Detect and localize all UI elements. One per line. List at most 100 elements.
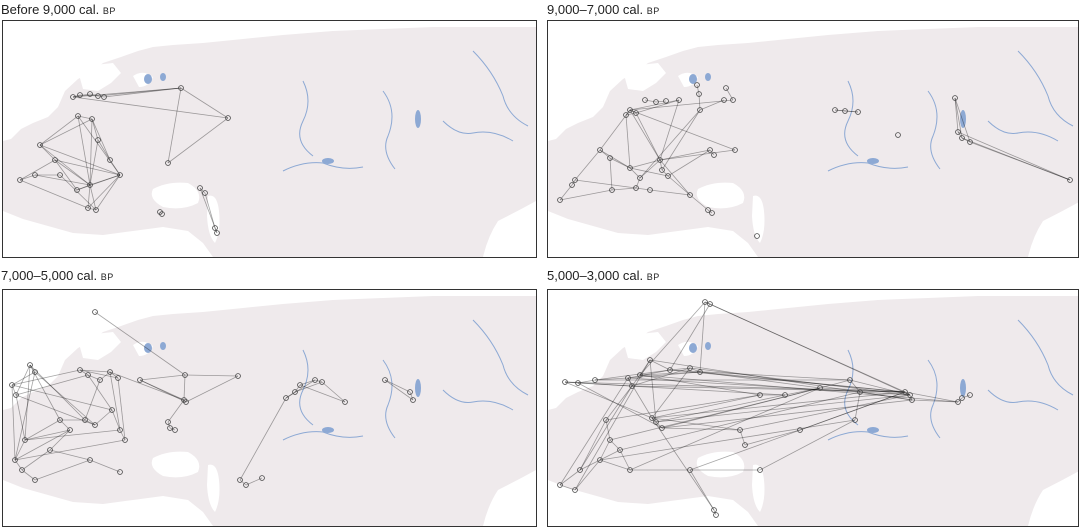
connection-edge — [689, 194, 709, 211]
site-marker — [687, 467, 693, 473]
connection-edge — [24, 429, 121, 441]
connection-edge — [14, 439, 126, 461]
site-marker — [852, 417, 858, 423]
site-marker — [159, 211, 165, 217]
sites — [9, 309, 416, 488]
connection-edge — [109, 371, 121, 431]
connection-edge — [649, 189, 691, 196]
connection-edge — [11, 384, 16, 461]
connection-edge — [559, 189, 613, 201]
site-marker — [625, 375, 631, 381]
site-marker — [902, 389, 908, 395]
panel-title: 7,000–5,000 cal. BP — [1, 268, 114, 283]
panel-5000-3000: 5,000–3,000 cal. BP — [545, 266, 1080, 528]
connection-edge — [859, 391, 913, 401]
connection-edge — [661, 169, 669, 177]
site-marker — [172, 427, 178, 433]
connection-edge — [239, 479, 247, 486]
connection-edge — [819, 379, 851, 389]
sea-area — [1028, 202, 1078, 257]
site-marker — [77, 367, 83, 373]
connection-edge — [299, 384, 346, 403]
connection-edge — [11, 384, 113, 411]
sea-area — [752, 464, 765, 512]
site-marker — [342, 399, 348, 405]
connection-edge — [579, 419, 607, 471]
connection-edge — [574, 359, 651, 491]
connection-edge — [89, 174, 121, 186]
connection-edge — [72, 87, 182, 98]
site-marker — [27, 362, 33, 368]
connection-edge — [579, 449, 621, 471]
site-marker — [687, 365, 693, 371]
site-marker — [847, 377, 853, 383]
connection-edge — [29, 364, 86, 421]
connection-edge — [571, 179, 576, 186]
site-marker — [297, 382, 303, 388]
connection-edge — [667, 149, 711, 177]
sea-area — [207, 464, 220, 512]
connection-edge — [15, 394, 26, 441]
connection-edge — [24, 364, 31, 441]
connection-edge — [79, 94, 99, 97]
lake — [415, 379, 421, 397]
site-marker — [659, 167, 665, 173]
connection-edge — [76, 174, 121, 191]
connection-edge — [635, 177, 641, 189]
connection-edge — [294, 381, 323, 393]
connection-edge — [627, 369, 671, 379]
site-marker — [782, 392, 788, 398]
site-marker — [17, 177, 23, 183]
connection-edge — [644, 99, 657, 103]
site-marker — [259, 475, 265, 481]
site-marker — [74, 187, 80, 193]
connection-edge — [834, 109, 859, 113]
sea-area — [3, 480, 213, 526]
connection-edge — [599, 109, 631, 151]
site-marker — [57, 417, 63, 423]
connection-edge — [79, 369, 119, 379]
connection-edge — [609, 157, 631, 169]
connection-edge — [239, 397, 287, 481]
site-marker — [713, 512, 719, 518]
connection-edge — [635, 99, 680, 114]
site-marker — [95, 93, 101, 99]
connection-edge — [72, 96, 229, 119]
panel-title: Before 9,000 cal. BP — [1, 2, 116, 17]
connection-edge — [321, 381, 346, 403]
site-marker — [597, 457, 603, 463]
site-marker — [607, 155, 613, 161]
site-marker — [687, 192, 693, 198]
connection-edge — [84, 419, 96, 426]
site-marker — [197, 185, 203, 191]
site-marker — [382, 377, 388, 383]
lake — [689, 343, 697, 353]
connection-edge — [709, 303, 911, 396]
sea-area — [3, 21, 536, 141]
connection-edge — [87, 184, 91, 209]
site-marker — [609, 187, 615, 193]
site-marker — [557, 482, 563, 488]
connection-edge — [167, 117, 229, 164]
site-marker — [9, 382, 15, 388]
site-marker — [85, 372, 91, 378]
edges — [19, 87, 229, 234]
site-marker — [122, 437, 128, 443]
connection-edge — [669, 367, 691, 371]
connection-edge — [627, 377, 911, 396]
connection-edge — [954, 97, 963, 139]
connection-edge — [659, 149, 711, 161]
connection-edge — [14, 459, 23, 471]
site-marker — [214, 230, 220, 236]
site-marker — [13, 392, 19, 398]
river-line — [987, 389, 1059, 411]
connection-edge — [609, 387, 821, 441]
site-marker — [57, 172, 63, 178]
connection-edge — [91, 118, 111, 161]
connection-edge — [659, 99, 680, 161]
connection-edge — [167, 421, 171, 429]
sea-area — [752, 195, 765, 243]
connection-edge — [904, 391, 911, 396]
connection-edge — [599, 149, 631, 169]
site-marker — [597, 147, 603, 153]
